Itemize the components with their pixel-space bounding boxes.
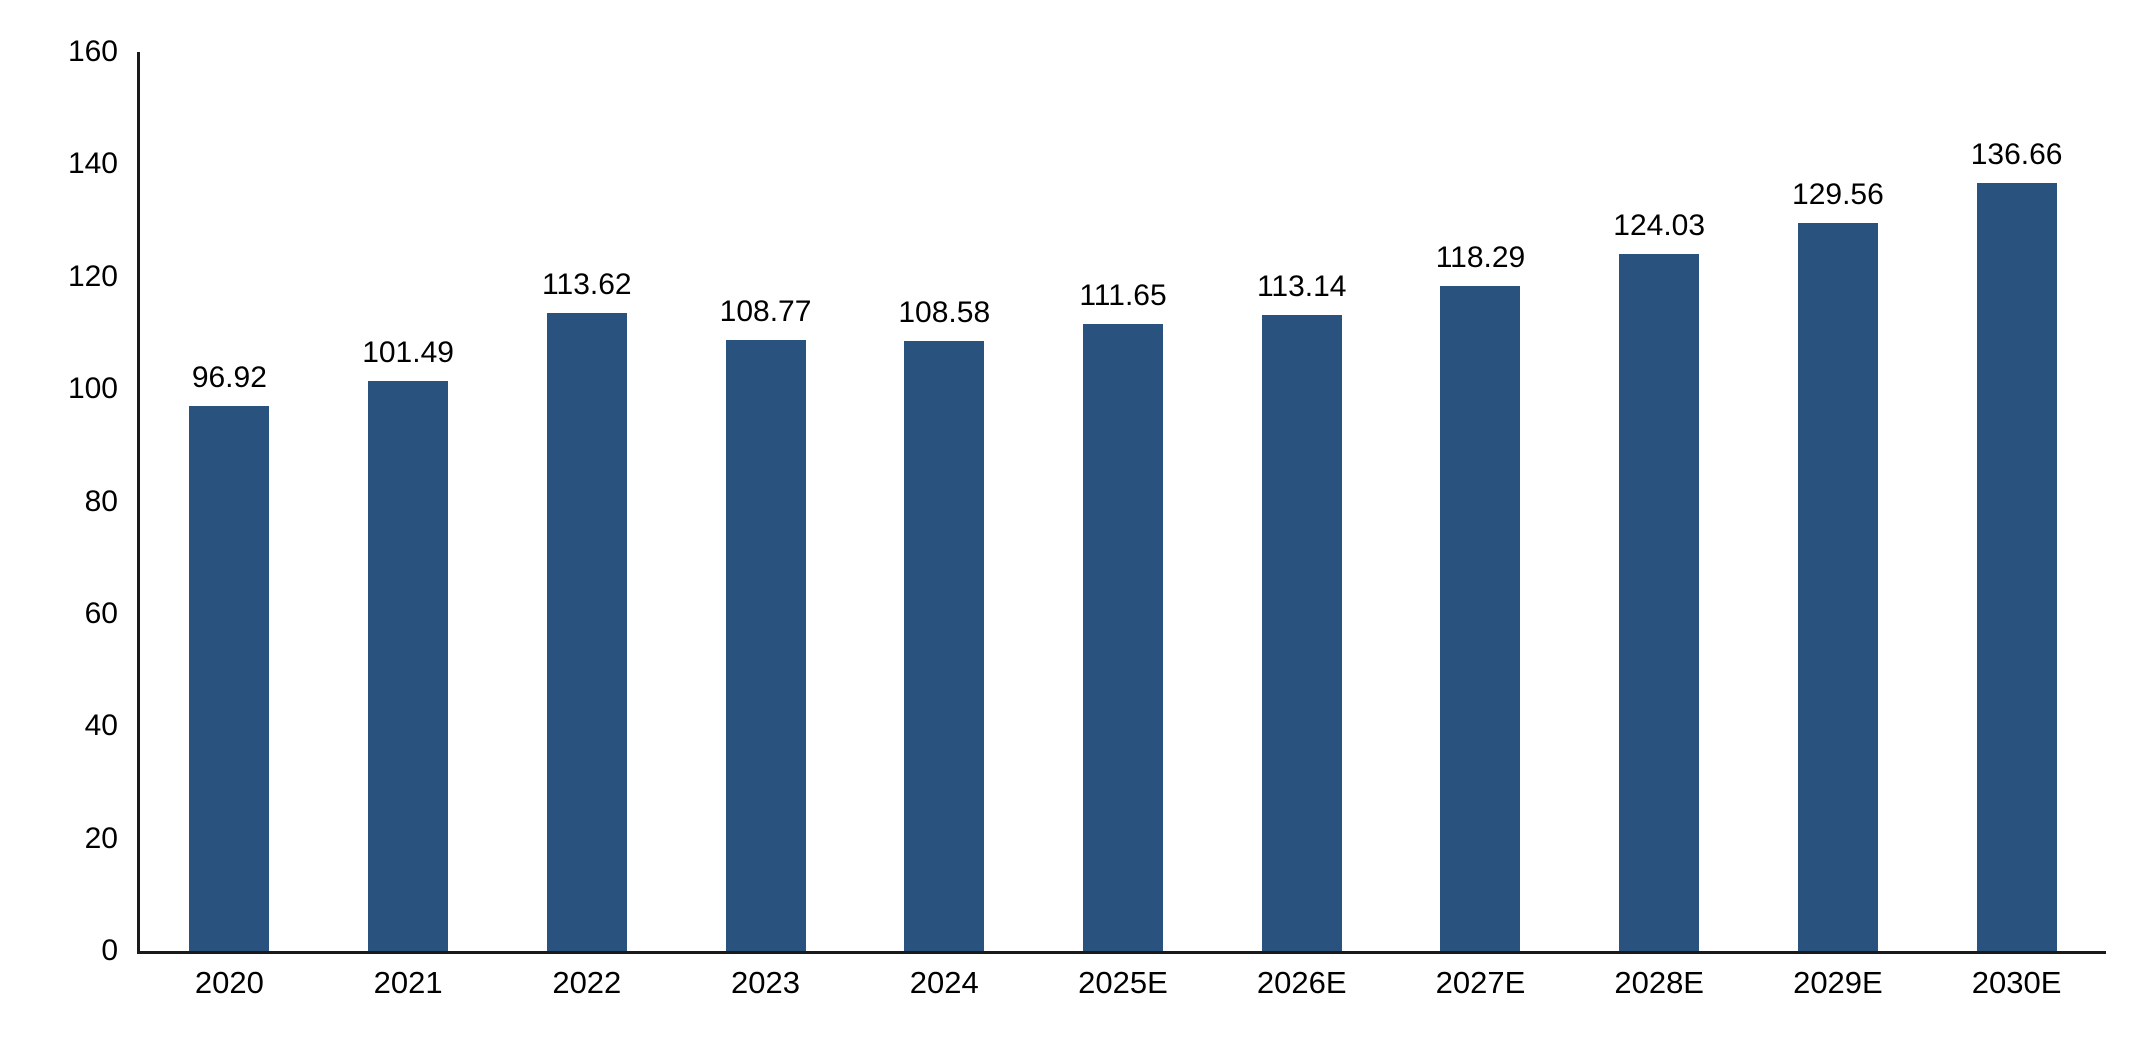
bar-value-label: 124.03: [1613, 209, 1706, 243]
x-tick-label: 2021: [373, 965, 443, 1000]
y-tick-label: 20: [84, 821, 118, 855]
bar: [1619, 254, 1700, 951]
x-tick-label: 2029E: [1793, 965, 1883, 1000]
x-tick-label: 2024: [909, 965, 979, 1000]
bar: [1261, 315, 1342, 951]
y-tick-label: 80: [84, 484, 118, 518]
bar: [1440, 286, 1521, 951]
x-tick-label: 2027E: [1435, 965, 1526, 1000]
bar: [546, 312, 627, 951]
y-axis-line: [137, 52, 140, 954]
bar-value-label: 113.62: [542, 267, 632, 301]
y-tick-label: 0: [101, 934, 118, 967]
bar-value-label: 113.14: [1256, 270, 1347, 304]
y-tick-label: 120: [67, 259, 118, 293]
bar: [725, 339, 806, 951]
x-tick-label: 2022: [552, 965, 622, 1000]
bar: [1083, 323, 1163, 951]
bar: [189, 406, 270, 951]
bar-value-label: 136.66: [1970, 138, 2063, 172]
y-tick-label: 40: [84, 709, 118, 743]
bar: [1976, 183, 2057, 951]
bar-value-label: 108.58: [898, 295, 991, 329]
y-tick-label: 160: [67, 35, 118, 68]
bar-value-label: 129.56: [1792, 178, 1884, 212]
bar: [368, 380, 449, 951]
bar-value-label: 108.77: [719, 294, 812, 328]
bar-value-label: 118.29: [1435, 241, 1526, 275]
y-tick-label: 60: [84, 596, 118, 630]
bar-value-label: 111.65: [1079, 278, 1167, 312]
x-tick-label: 2025E: [1078, 965, 1168, 1000]
x-tick-label: 2026E: [1256, 965, 1347, 1000]
bar: [904, 340, 985, 951]
y-tick-label: 100: [67, 372, 118, 406]
x-axis-line: [137, 951, 2106, 954]
x-tick-label: 2030E: [1971, 965, 2062, 1000]
x-tick-label: 2023: [731, 965, 801, 1000]
bar-value-label: 96.92: [191, 361, 267, 395]
y-tick-label: 140: [67, 147, 118, 181]
bar: [1797, 223, 1878, 951]
bar-value-label: 101.49: [362, 335, 454, 369]
x-tick-label: 2028E: [1614, 965, 1704, 1000]
x-tick-label: 2020: [194, 965, 264, 1000]
